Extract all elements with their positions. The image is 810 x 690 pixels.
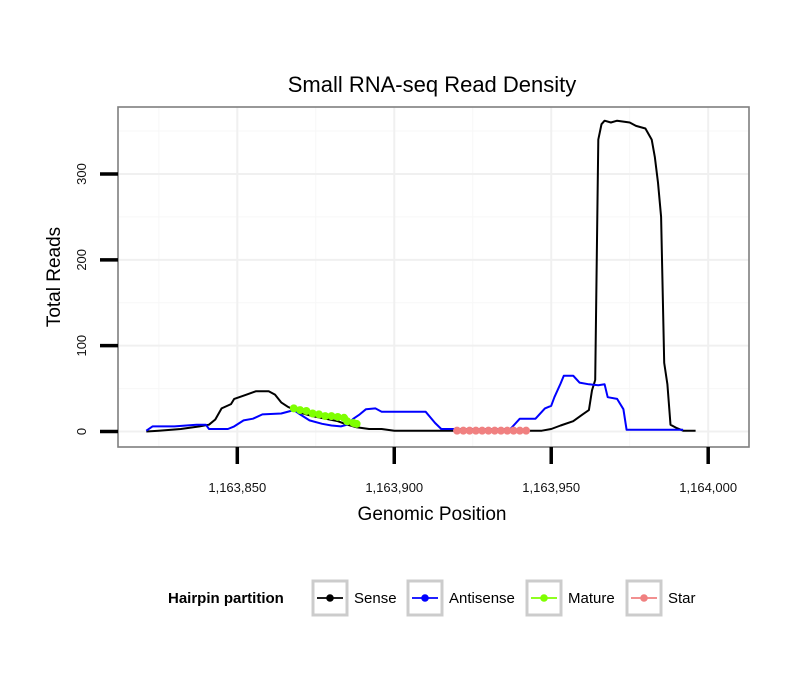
legend-key-point xyxy=(421,594,429,602)
legend-item-star: Star xyxy=(625,579,696,617)
data-point-mature xyxy=(343,417,352,426)
axis-ticks: 1,163,850 1,163,900 1,163,950 1,164,000 0 100… xyxy=(74,163,737,495)
data-point-star xyxy=(465,426,474,435)
data-point-mature xyxy=(289,404,298,413)
data-point-star xyxy=(478,426,487,435)
grid-lines xyxy=(118,107,749,447)
legend-label: Star xyxy=(668,590,696,607)
data-point-star xyxy=(496,426,505,435)
data-point-star xyxy=(515,426,524,435)
legend-key-point xyxy=(640,594,648,602)
x-tick-label: 1,163,850 xyxy=(208,480,266,495)
data-point-star xyxy=(459,426,468,435)
x-axis-title: Genomic Position xyxy=(358,504,507,525)
x-tick-label: 1,163,950 xyxy=(522,480,580,495)
series-sense xyxy=(146,119,696,433)
x-tick-label: 1,164,000 xyxy=(679,480,737,495)
legend: Hairpin partition Sense Antisense Mature St… xyxy=(168,579,696,617)
series-antisense xyxy=(145,374,684,432)
plot-panel xyxy=(117,106,750,448)
series-lines xyxy=(145,119,696,435)
data-point-star xyxy=(522,426,531,435)
data-point-mature xyxy=(314,410,323,419)
data-point-star xyxy=(484,426,493,435)
legend-item-antisense: Antisense xyxy=(406,579,515,617)
data-point-star xyxy=(453,426,462,435)
data-point-star xyxy=(509,426,518,435)
y-tick-label: 100 xyxy=(74,335,89,357)
legend-title: Hairpin partition xyxy=(168,590,284,607)
data-point-mature xyxy=(302,406,311,415)
data-point-star xyxy=(471,426,480,435)
legend-label: Antisense xyxy=(449,590,515,607)
data-point-mature xyxy=(333,412,342,421)
series-mature xyxy=(289,404,361,428)
legend-item-mature: Mature xyxy=(525,579,615,617)
data-point-star xyxy=(490,426,499,435)
series-line-antisense xyxy=(145,374,684,432)
series-star xyxy=(453,426,531,435)
data-point-mature xyxy=(327,412,336,421)
legend-key-point xyxy=(540,594,548,602)
data-point-mature xyxy=(308,409,317,418)
data-point-mature xyxy=(296,406,305,415)
x-tick-label: 1,163,900 xyxy=(365,480,423,495)
y-tick-label: 0 xyxy=(74,428,89,435)
y-tick-label: 300 xyxy=(74,163,89,185)
legend-item-sense: Sense xyxy=(311,579,397,617)
legend-key-point xyxy=(326,594,334,602)
legend-label: Mature xyxy=(568,590,615,607)
data-point-star xyxy=(503,426,512,435)
data-point-mature xyxy=(321,412,330,421)
data-point-mature xyxy=(352,419,361,428)
y-tick-label: 200 xyxy=(74,249,89,271)
y-axis-title: Total Reads xyxy=(44,227,65,327)
series-line-sense xyxy=(146,119,696,433)
legend-label: Sense xyxy=(354,590,397,607)
chart-title: Small RNA-seq Read Density xyxy=(288,72,577,97)
